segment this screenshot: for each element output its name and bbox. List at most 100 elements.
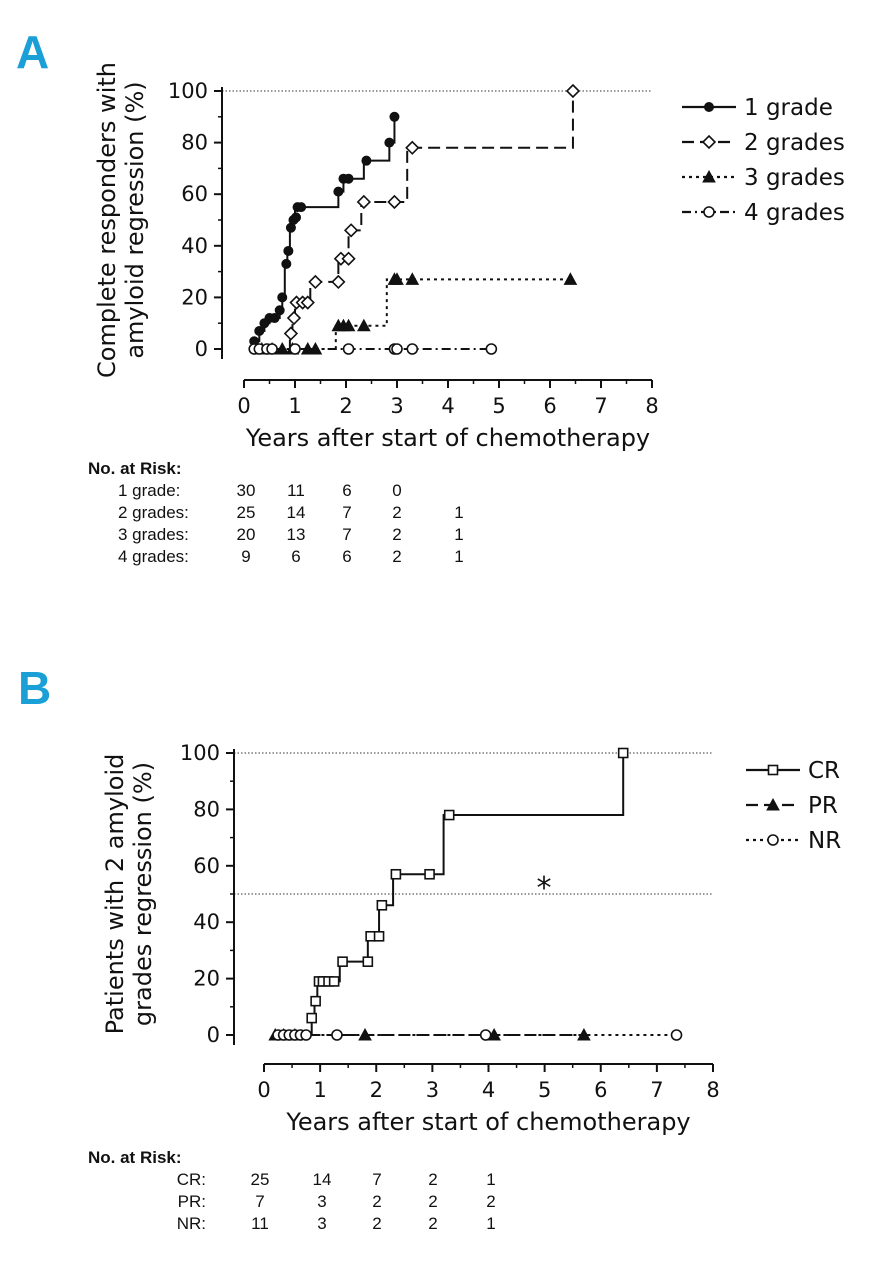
series-cr xyxy=(306,747,629,1036)
risk-count: 1 xyxy=(454,503,463,522)
y-tick-label: 0 xyxy=(207,1023,220,1047)
risk-count: 0 xyxy=(392,481,401,500)
data-point xyxy=(362,956,374,967)
risk-count: 7 xyxy=(372,1170,381,1189)
risk-row-label: 3 grades: xyxy=(118,525,189,544)
risk-count: 3 xyxy=(317,1214,326,1233)
x-axis-title: Years after start of chemotherapy xyxy=(245,424,650,452)
y-tick-label: 40 xyxy=(181,234,208,258)
series-step-line xyxy=(251,278,571,350)
risk-count: 13 xyxy=(287,525,306,544)
x-tick-label: 0 xyxy=(237,394,250,418)
risk-count: 1 xyxy=(454,525,463,544)
risk-count: 6 xyxy=(342,481,351,500)
data-point xyxy=(269,313,280,324)
data-point xyxy=(424,868,435,880)
data-point xyxy=(266,343,278,355)
data-point xyxy=(286,310,302,326)
risk-count: 25 xyxy=(237,503,256,522)
risk-count: 7 xyxy=(342,503,351,522)
x-axis-title: Years after start of chemotherapy xyxy=(285,1108,690,1136)
risk-count: 2 xyxy=(428,1214,437,1233)
risk-row-label: PR: xyxy=(178,1192,206,1211)
risk-count: 2 xyxy=(428,1170,437,1189)
data-point xyxy=(343,223,359,238)
panel-b-letter: B xyxy=(18,662,51,714)
x-tick-label: 7 xyxy=(650,1078,663,1102)
data-point xyxy=(283,326,299,341)
risk-count: 2 xyxy=(372,1214,381,1233)
y-axis-title-line: Complete responders with xyxy=(93,62,121,378)
risk-row-label: 1 grade: xyxy=(118,481,180,500)
data-point xyxy=(300,295,315,310)
risk-count: 3 xyxy=(317,1192,326,1211)
legend-label: 4 grades xyxy=(744,200,845,226)
y-axis-title-line: grades regression (%) xyxy=(129,762,157,1026)
y-tick-label: 20 xyxy=(193,967,220,991)
y-tick-label: 100 xyxy=(180,741,220,765)
risk-count: 14 xyxy=(313,1170,332,1189)
legend-marker xyxy=(701,134,717,150)
data-point xyxy=(356,194,371,210)
x-tick-label: 1 xyxy=(288,394,301,418)
data-point xyxy=(565,83,581,99)
data-point xyxy=(310,995,321,1007)
data-point xyxy=(391,343,403,355)
risk-count: 11 xyxy=(251,1214,269,1233)
legend-marker xyxy=(704,102,714,112)
y-axis-title-line: amyloid regression (%) xyxy=(121,81,149,358)
data-point xyxy=(390,868,402,880)
risk-count: 14 xyxy=(287,503,306,522)
legend-label: NR xyxy=(808,828,841,854)
legend-marker xyxy=(767,764,779,776)
data-point xyxy=(357,318,371,332)
x-tick-label: 6 xyxy=(594,1078,607,1102)
data-point xyxy=(296,202,307,213)
legend-marker xyxy=(703,206,715,218)
data-point xyxy=(617,747,629,759)
risk-row-label: CR: xyxy=(177,1170,206,1189)
data-point xyxy=(341,251,356,266)
data-point xyxy=(274,305,285,316)
x-tick-label: 8 xyxy=(645,394,658,418)
y-tick-label: 60 xyxy=(181,182,208,206)
data-point xyxy=(443,809,455,821)
risk-count: 2 xyxy=(486,1192,495,1211)
data-point xyxy=(331,274,346,290)
y-tick-label: 40 xyxy=(193,910,220,934)
risk-count: 1 xyxy=(454,547,463,566)
data-point xyxy=(289,343,301,355)
risk-count: 2 xyxy=(392,547,401,566)
data-point xyxy=(300,1029,312,1041)
data-point xyxy=(291,212,302,223)
data-point xyxy=(670,1029,683,1041)
series-nr xyxy=(272,1029,683,1041)
data-point xyxy=(376,899,388,911)
data-point xyxy=(387,194,402,210)
series-1-grade xyxy=(249,111,400,350)
risk-count: 2 xyxy=(392,503,401,522)
data-point xyxy=(308,274,323,290)
y-axis-title: Patients with 2 amyloidgrades regression… xyxy=(101,754,157,1035)
data-point xyxy=(333,186,344,197)
risk-count: 25 xyxy=(251,1170,270,1189)
risk-count: 20 xyxy=(237,525,256,544)
data-point xyxy=(361,155,372,166)
x-tick-label: 2 xyxy=(370,1078,383,1102)
data-point xyxy=(479,1029,492,1041)
data-point xyxy=(405,140,420,155)
data-point xyxy=(331,1029,343,1041)
data-point xyxy=(563,272,578,285)
risk-table-title: No. at Risk: xyxy=(88,1148,182,1167)
data-point xyxy=(254,325,265,336)
data-point xyxy=(337,956,348,967)
data-point xyxy=(306,1012,318,1024)
data-point xyxy=(405,272,420,285)
x-tick-label: 3 xyxy=(426,1078,439,1102)
data-point xyxy=(390,272,404,285)
risk-row-label: 4 grades: xyxy=(118,547,189,566)
legend-marker xyxy=(766,797,780,811)
y-tick-label: 80 xyxy=(193,797,220,821)
